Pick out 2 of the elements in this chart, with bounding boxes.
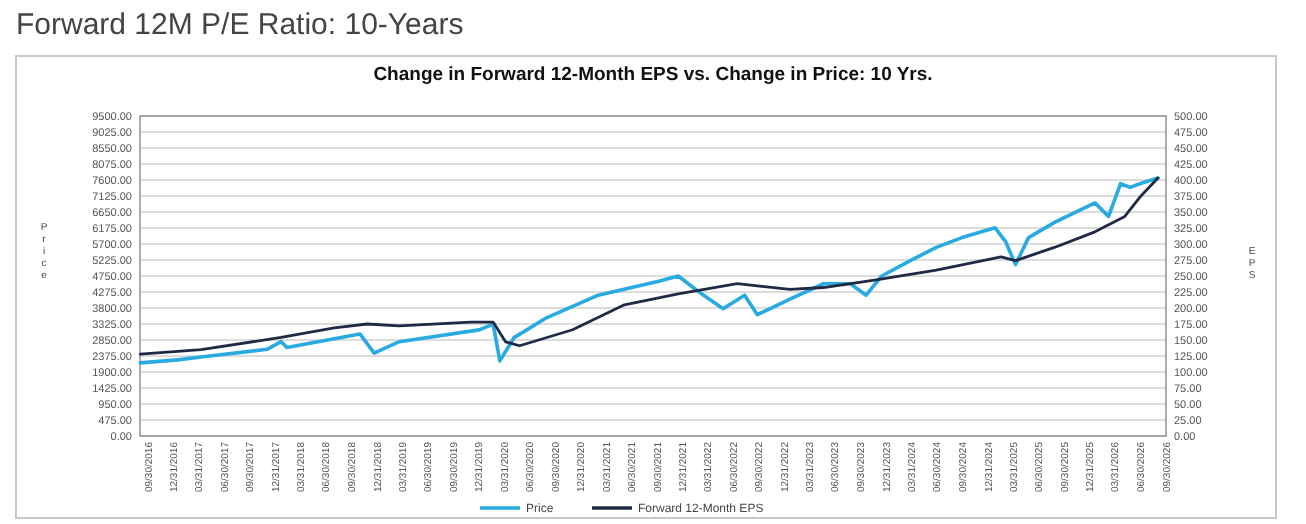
chart-subtitle: Change in Forward 12-Month EPS vs. Change in Price: 10 Yrs. — [373, 64, 933, 86]
chart-title: Forward 12M P/E Ratio: 10-Years — [16, 8, 464, 42]
